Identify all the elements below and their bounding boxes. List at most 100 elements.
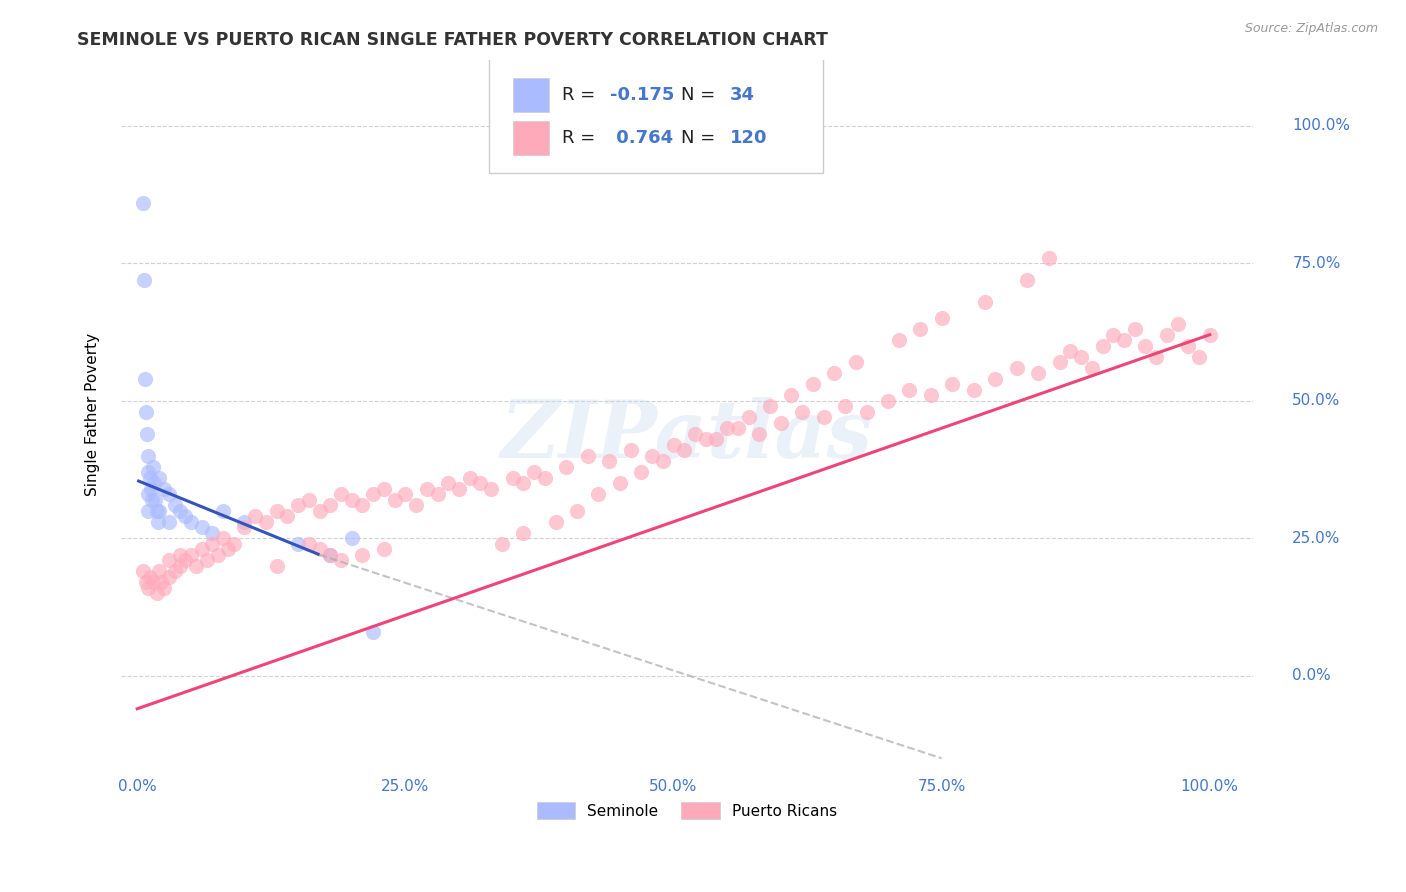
Point xyxy=(180,515,202,529)
Text: 0.764: 0.764 xyxy=(610,128,673,146)
Point xyxy=(254,515,277,529)
Point xyxy=(373,482,395,496)
Point xyxy=(426,487,449,501)
Point xyxy=(139,570,162,584)
Point xyxy=(143,476,166,491)
Point xyxy=(792,405,814,419)
Point xyxy=(973,294,995,309)
Point xyxy=(222,537,245,551)
Point xyxy=(845,355,868,369)
Point xyxy=(145,586,167,600)
Point xyxy=(141,482,163,496)
Point xyxy=(157,487,180,501)
Point xyxy=(207,548,229,562)
Point xyxy=(361,624,384,639)
Point xyxy=(146,515,169,529)
Point xyxy=(673,443,696,458)
Point xyxy=(748,426,770,441)
Point xyxy=(512,525,534,540)
Point xyxy=(1167,317,1189,331)
Point xyxy=(131,195,153,210)
Point xyxy=(266,558,288,573)
Point xyxy=(823,366,845,380)
Text: 50.0%: 50.0% xyxy=(1292,393,1341,409)
Text: N =: N = xyxy=(682,87,721,104)
Point xyxy=(1112,333,1135,347)
Point xyxy=(157,553,180,567)
Point xyxy=(651,454,673,468)
Point xyxy=(555,459,578,474)
FancyBboxPatch shape xyxy=(513,120,548,154)
Point xyxy=(136,465,159,479)
Point xyxy=(352,548,374,562)
Point xyxy=(801,377,824,392)
Point xyxy=(190,542,212,557)
Point xyxy=(533,471,555,485)
Point xyxy=(142,459,165,474)
Point xyxy=(201,525,224,540)
Point xyxy=(1049,355,1071,369)
Text: 120: 120 xyxy=(730,128,768,146)
Point xyxy=(1017,273,1039,287)
Point xyxy=(727,421,749,435)
Point xyxy=(1070,350,1092,364)
Point xyxy=(148,504,170,518)
Point xyxy=(153,482,176,496)
FancyBboxPatch shape xyxy=(489,56,823,173)
Point xyxy=(813,410,835,425)
Point xyxy=(716,421,738,435)
Point xyxy=(565,504,588,518)
Point xyxy=(447,482,470,496)
Point xyxy=(298,492,321,507)
Point xyxy=(1123,322,1146,336)
Point xyxy=(931,311,953,326)
Point xyxy=(416,482,439,496)
Point xyxy=(212,531,235,545)
Point xyxy=(1026,366,1049,380)
Point xyxy=(662,438,685,452)
Point xyxy=(437,476,460,491)
Legend: Seminole, Puerto Ricans: Seminole, Puerto Ricans xyxy=(531,796,844,825)
Text: -0.175: -0.175 xyxy=(610,87,675,104)
Point xyxy=(287,537,309,551)
Point xyxy=(195,553,218,567)
Point xyxy=(132,273,155,287)
Point xyxy=(737,410,759,425)
Point xyxy=(759,399,782,413)
Point xyxy=(134,372,156,386)
Y-axis label: Single Father Poverty: Single Father Poverty xyxy=(86,333,100,496)
Text: R =: R = xyxy=(562,128,602,146)
Point xyxy=(136,449,159,463)
Point xyxy=(163,564,186,578)
Point xyxy=(136,504,159,518)
Point xyxy=(145,492,167,507)
Point xyxy=(695,432,717,446)
Point xyxy=(502,471,524,485)
Point xyxy=(458,471,481,485)
Point xyxy=(588,487,610,501)
Point xyxy=(620,443,643,458)
Point xyxy=(1038,251,1060,265)
Point xyxy=(276,509,298,524)
Point xyxy=(479,482,502,496)
Point xyxy=(834,399,856,413)
Point xyxy=(139,471,162,485)
Point xyxy=(1102,327,1125,342)
Point xyxy=(1198,327,1220,342)
Point xyxy=(576,449,599,463)
Point xyxy=(157,570,180,584)
Point xyxy=(135,575,157,590)
Point xyxy=(330,487,353,501)
Point xyxy=(174,509,197,524)
Point xyxy=(174,553,197,567)
Point xyxy=(1091,339,1114,353)
Point xyxy=(340,531,363,545)
Point xyxy=(190,520,212,534)
Point xyxy=(491,537,513,551)
Point xyxy=(1135,339,1157,353)
Point xyxy=(135,405,157,419)
Point xyxy=(855,405,877,419)
Text: Source: ZipAtlas.com: Source: ZipAtlas.com xyxy=(1244,22,1378,36)
Point xyxy=(470,476,492,491)
Text: R =: R = xyxy=(562,87,602,104)
